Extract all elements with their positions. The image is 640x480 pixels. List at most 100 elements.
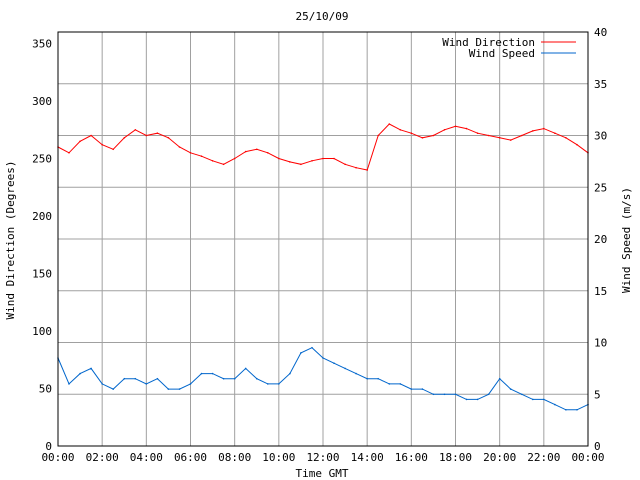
- legend-label: Wind Direction: [442, 36, 535, 49]
- data-point: [134, 129, 137, 131]
- y-right-tick-label: 0: [594, 440, 601, 453]
- data-point: [454, 125, 457, 128]
- data-point: [554, 403, 556, 406]
- data-point: [267, 152, 269, 154]
- data-point: [487, 134, 490, 137]
- data-point: [200, 155, 203, 157]
- data-point: [233, 157, 236, 160]
- data-point: [565, 409, 567, 411]
- data-point: [300, 352, 302, 354]
- y-right-tick-label: 35: [594, 78, 607, 91]
- y-right-tick-label: 5: [594, 388, 601, 401]
- x-axis-title: Time GMT: [296, 467, 349, 480]
- x-tick-label: 20:00: [483, 451, 516, 464]
- data-point: [222, 377, 225, 380]
- data-point: [476, 132, 479, 134]
- x-tick-label: 12:00: [306, 451, 339, 464]
- x-tick-label: 22:00: [527, 451, 560, 464]
- y-right-ticks: 0 5 10 15 20 25 30 35 40: [594, 26, 607, 453]
- data-point: [156, 132, 159, 134]
- data-point: [68, 152, 70, 154]
- y-left-tick-label: 50: [39, 383, 52, 396]
- data-point: [101, 143, 103, 146]
- data-point: [244, 367, 247, 370]
- data-point: [322, 357, 324, 359]
- data-point: [432, 393, 435, 396]
- data-point: [322, 157, 324, 160]
- data-point: [410, 388, 413, 390]
- data-point: [443, 129, 446, 131]
- data-point: [311, 346, 313, 349]
- data-point: [278, 383, 280, 385]
- x-tick-label: 10:00: [262, 451, 295, 464]
- data-point: [255, 377, 258, 380]
- data-point: [509, 139, 512, 141]
- data-point: [498, 137, 501, 139]
- x-tick-label: 00:00: [41, 451, 74, 464]
- x-tick-label: 14:00: [351, 451, 384, 464]
- x-ticks: 00:00 02:00 04:00 06:00 08:00 10:00 12:00 14:00…: [41, 451, 604, 464]
- data-point: [366, 169, 369, 171]
- data-point: [487, 393, 490, 396]
- data-point: [156, 377, 159, 380]
- x-tick-label: 18:00: [439, 451, 472, 464]
- data-point: [421, 137, 424, 139]
- data-point: [123, 137, 126, 139]
- data-point: [79, 140, 81, 143]
- y-left-tick-label: 250: [32, 153, 52, 166]
- y-right-tick-label: 40: [594, 26, 607, 39]
- data-point: [377, 134, 380, 137]
- data-point: [278, 157, 280, 160]
- data-point: [211, 372, 214, 375]
- data-point: [255, 148, 258, 151]
- data-point: [267, 383, 269, 385]
- data-point: [112, 388, 114, 390]
- data-point: [399, 383, 402, 385]
- data-point: [554, 132, 556, 134]
- data-point: [532, 398, 534, 401]
- data-point: [355, 372, 357, 375]
- x-tick-label: 02:00: [86, 451, 119, 464]
- legend-label: Wind Speed: [469, 47, 535, 60]
- data-point: [388, 383, 391, 385]
- x-tick-label: 06:00: [174, 451, 207, 464]
- y-left-tick-label: 200: [32, 210, 52, 223]
- data-point: [543, 127, 545, 130]
- data-point: [432, 134, 435, 137]
- data-point: [377, 377, 380, 380]
- data-point: [244, 150, 247, 153]
- data-point: [145, 383, 148, 385]
- data-point: [576, 143, 578, 146]
- data-point: [189, 152, 192, 154]
- y-left-tick-label: 100: [32, 325, 52, 338]
- data-point: [145, 134, 148, 137]
- data-point: [521, 134, 523, 137]
- data-point: [112, 148, 114, 151]
- data-point: [465, 127, 468, 130]
- data-point: [399, 129, 402, 131]
- y-left-axis-title: Wind Direction (Degrees): [4, 161, 17, 320]
- data-point: [388, 123, 391, 125]
- y-left-tick-label: 150: [32, 268, 52, 281]
- y-right-tick-label: 10: [594, 337, 607, 350]
- data-point: [134, 377, 137, 380]
- data-point: [300, 163, 302, 166]
- data-point: [178, 146, 181, 148]
- data-point: [79, 372, 81, 375]
- y-right-axis-title: Wind Speed (m/s): [620, 187, 633, 293]
- data-point: [200, 372, 203, 375]
- data-point: [532, 130, 534, 132]
- y-left-tick-label: 300: [32, 95, 52, 108]
- data-point: [311, 160, 313, 162]
- data-point: [509, 388, 512, 390]
- data-point: [454, 393, 457, 396]
- y-left-tick-label: 0: [45, 440, 52, 453]
- data-point: [344, 163, 346, 166]
- x-tick-label: 00:00: [571, 451, 604, 464]
- data-point: [123, 377, 126, 380]
- data-point: [355, 166, 357, 169]
- data-point: [443, 393, 446, 396]
- grid: [58, 32, 588, 446]
- data-point: [68, 383, 70, 385]
